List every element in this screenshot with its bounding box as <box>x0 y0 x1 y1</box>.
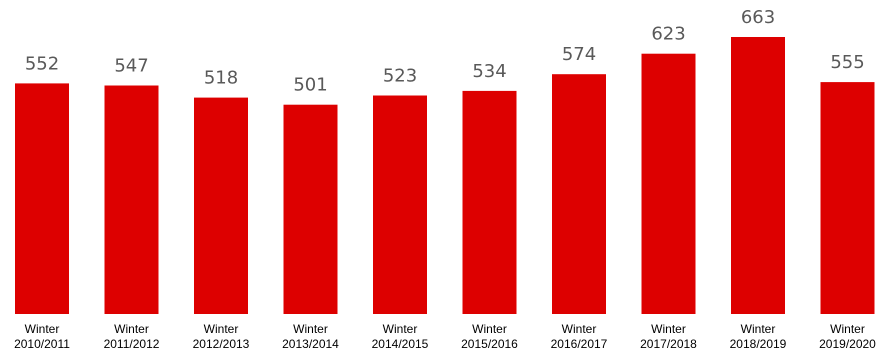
x-tick-label: Winter <box>562 322 597 336</box>
x-tick-labels-group: Winter2010/2011Winter2011/2012Winter2012… <box>14 322 876 351</box>
x-tick-label: Winter <box>114 322 149 336</box>
bar-value-label: 523 <box>383 66 417 87</box>
bar <box>15 83 69 315</box>
bar <box>194 97 248 314</box>
bars-group <box>15 37 875 315</box>
bar-value-label: 574 <box>562 44 596 65</box>
x-tick-label: 2010/2011 <box>14 337 70 351</box>
bar <box>820 82 875 314</box>
bar-value-label: 552 <box>25 53 59 74</box>
x-tick-label: Winter <box>25 322 60 336</box>
bar <box>552 74 606 314</box>
bar <box>283 104 338 314</box>
x-tick-label: 2012/2013 <box>193 337 250 351</box>
x-tick-label: 2017/2018 <box>640 337 697 351</box>
x-tick-label: Winter <box>472 322 507 336</box>
x-tick-label: Winter <box>383 322 418 336</box>
x-tick-label: 2011/2012 <box>104 337 160 351</box>
x-tick-label: 2013/2014 <box>282 337 339 351</box>
bar-value-label: 547 <box>114 56 148 77</box>
bar <box>462 90 517 315</box>
bar-value-label: 623 <box>651 24 685 45</box>
x-tick-label: Winter <box>830 322 865 336</box>
value-labels-group: 552 547 518 501 523 534 574 623 663 555 <box>25 7 865 96</box>
bar-value-label: 555 <box>830 52 864 73</box>
bar-value-label: 663 <box>741 7 775 28</box>
bar-value-label: 501 <box>293 75 327 96</box>
x-tick-label: Winter <box>204 322 239 336</box>
x-tick-label: Winter <box>741 322 776 336</box>
bar-value-label: 534 <box>472 61 506 82</box>
x-tick-label: Winter <box>651 322 686 336</box>
x-tick-label: Winter <box>293 322 328 336</box>
x-tick-label: 2019/2020 <box>819 337 876 351</box>
bar-value-label: 518 <box>204 68 238 89</box>
bar <box>104 85 159 314</box>
x-tick-label: 2018/2019 <box>730 337 787 351</box>
bar <box>731 37 785 314</box>
bar <box>641 53 696 314</box>
x-tick-label: 2016/2017 <box>551 337 608 351</box>
x-tick-label: 2015/2016 <box>461 337 518 351</box>
bar <box>373 95 427 314</box>
x-tick-label: 2014/2015 <box>372 337 429 351</box>
